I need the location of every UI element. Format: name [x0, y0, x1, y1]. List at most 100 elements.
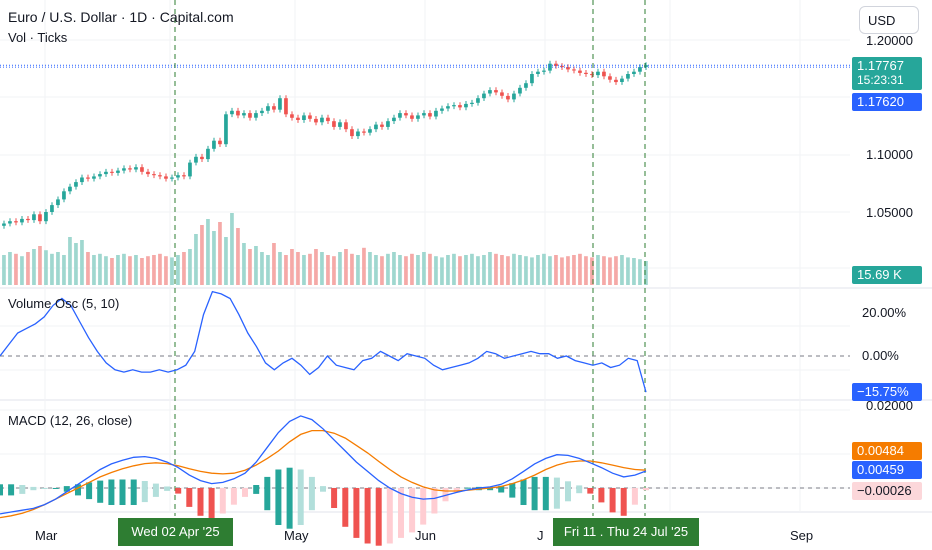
volume-bar — [110, 258, 114, 285]
volume-bar — [296, 252, 300, 285]
volume-bar — [566, 256, 570, 285]
volume-bar — [290, 249, 294, 285]
macd-histogram-bar — [297, 469, 304, 525]
volume-bar — [482, 255, 486, 285]
candle — [158, 175, 162, 177]
volume-bar — [86, 252, 90, 285]
candle — [620, 78, 624, 82]
volume-bar — [584, 256, 588, 285]
crosshair-date-c: Thu 24 Jul '25 — [606, 524, 689, 539]
volume-bar — [164, 256, 168, 285]
volume-bar — [272, 243, 276, 285]
candle — [14, 221, 18, 223]
volume-bar — [14, 253, 18, 285]
last-price: 1.17767 — [857, 58, 904, 73]
osc-tick-1: 20.00% — [862, 305, 907, 320]
macd-histogram-bar — [542, 476, 549, 511]
volume-bar — [320, 252, 324, 285]
candle — [614, 79, 618, 83]
candle — [572, 69, 576, 71]
volume-bar — [56, 252, 60, 285]
candle — [326, 117, 330, 122]
candle — [368, 129, 372, 133]
volume-bar — [260, 252, 264, 285]
volume-bar — [332, 256, 336, 285]
candle — [356, 131, 360, 137]
last-price-tag: 1.17767 15:23:31 — [852, 57, 922, 90]
candle — [440, 108, 444, 111]
candle — [398, 113, 402, 118]
candle — [458, 105, 462, 108]
volume-bar — [572, 255, 576, 285]
volume-bar — [560, 257, 564, 285]
macd-histogram-bar — [208, 488, 215, 520]
volume-bar — [410, 253, 414, 285]
volume-bar — [476, 256, 480, 285]
price-tick-3: 1.05000 — [866, 205, 913, 220]
volume-bar — [20, 256, 24, 285]
volume-bar — [602, 256, 606, 285]
volume-bar — [644, 261, 648, 285]
volume-bar — [176, 255, 180, 285]
macd-histogram-bar — [320, 486, 326, 492]
candle — [248, 113, 252, 118]
macd-histogram-bar — [264, 476, 271, 511]
volume-bar — [446, 255, 450, 285]
volume-bar — [200, 225, 204, 285]
signal-line — [0, 429, 647, 519]
volume-bar — [254, 246, 258, 285]
candle — [296, 117, 300, 120]
candle — [32, 214, 36, 221]
candle — [68, 186, 72, 192]
macd-histogram-bar — [342, 488, 349, 527]
macd-histogram-bar — [86, 482, 93, 500]
macd-histogram-bar — [553, 477, 560, 509]
candle — [518, 87, 522, 94]
candle — [428, 113, 432, 117]
volume-bar — [26, 252, 30, 285]
macd-histogram-bar — [97, 480, 104, 503]
candle — [50, 205, 54, 212]
candle — [212, 140, 216, 149]
candle — [170, 177, 174, 179]
volume-bar — [104, 256, 108, 285]
candle — [224, 114, 228, 145]
macd-histogram-bar — [409, 488, 416, 533]
macd-tick-1: 0.02000 — [866, 398, 913, 413]
candle — [470, 102, 474, 104]
volume-bar — [158, 253, 162, 285]
candle — [494, 90, 498, 93]
osc-value-tag: −15.75% — [852, 383, 922, 401]
macd-histogram-bar — [30, 486, 37, 491]
volume-bar — [314, 249, 318, 285]
macd-histogram-bar — [75, 484, 81, 496]
macd-line — [0, 415, 647, 515]
candle — [104, 171, 108, 175]
volume-bar — [506, 256, 510, 285]
macd-histogram-bar — [598, 488, 605, 503]
candle — [302, 115, 306, 120]
volume-bar — [218, 222, 222, 285]
volume-bar — [374, 255, 378, 285]
candle — [542, 70, 546, 72]
volume-bar — [380, 256, 384, 285]
candle — [374, 124, 378, 130]
macd-histogram-bar — [587, 488, 594, 494]
volume-bar — [632, 258, 636, 285]
candle — [308, 115, 312, 119]
candle — [362, 131, 366, 133]
macd-histogram-bar — [108, 479, 115, 505]
volume-bar — [614, 256, 618, 285]
candle — [284, 98, 288, 115]
candle — [110, 171, 114, 173]
currency-button[interactable]: USD — [859, 6, 919, 34]
volume-bar — [62, 255, 66, 285]
volume-bar — [44, 250, 48, 285]
volume-bar — [302, 255, 306, 285]
volume-bar — [590, 257, 594, 285]
volume-bar — [212, 231, 216, 285]
candle — [254, 113, 258, 118]
crosshair-date-range: Fri 11 . Thu 24 Jul '25 — [553, 518, 699, 546]
candle — [476, 98, 480, 103]
